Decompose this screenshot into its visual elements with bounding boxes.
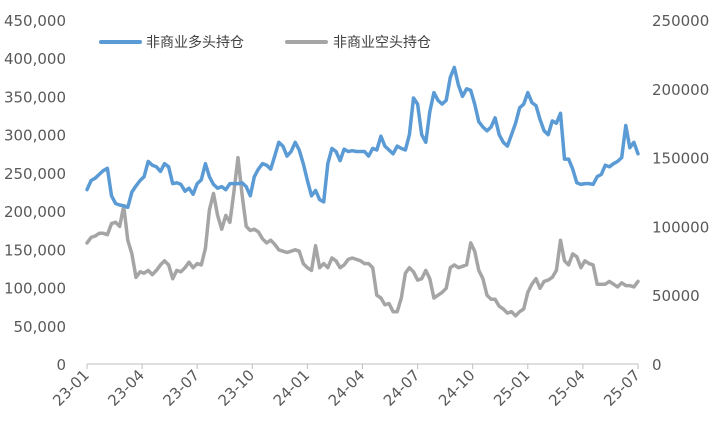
series-layer <box>85 65 640 318</box>
x-tick-label: 24-04 <box>325 366 369 410</box>
y-axis-left-ticks: 0 50,000 100,000 150,000 200,000 250,000 300,0… <box>4 12 66 374</box>
y-right-tick-label: 0 <box>652 356 662 374</box>
y-left-tick-label: 200,000 <box>4 203 66 221</box>
y-left-tick-label: 0 <box>56 356 66 374</box>
x-tick-label: 24-10 <box>435 366 479 410</box>
y-left-tick-label: 100,000 <box>4 280 66 298</box>
series-line-long <box>85 65 640 210</box>
y-left-tick-label: 250,000 <box>4 165 66 183</box>
y-left-tick-label: 450,000 <box>4 12 66 30</box>
legend-label-long: 非商业多头持仓 <box>146 34 244 51</box>
y-left-tick-label: 300,000 <box>4 127 66 145</box>
legend-label-short: 非商业空头持仓 <box>333 35 431 51</box>
y-left-tick-label: 400,000 <box>4 50 66 68</box>
y-right-tick-label: 200000 <box>652 81 709 99</box>
y-left-tick-label: 50,000 <box>14 318 67 336</box>
x-tick-label: 24-01 <box>270 366 314 410</box>
x-tick-label: 25-01 <box>490 366 534 410</box>
y-right-tick-label: 250000 <box>652 12 709 30</box>
y-left-tick-label: 150,000 <box>4 241 66 259</box>
y-axis-right-ticks: 0 50000 100000 150000 200000 250000 <box>652 12 709 374</box>
series-line-short <box>85 155 640 318</box>
x-tick-label: 24-07 <box>380 366 424 410</box>
y-left-tick-label: 350,000 <box>4 88 66 106</box>
x-tick-label: 25-04 <box>545 366 589 410</box>
x-axis-ticks: 23-01 23-04 23-07 23-10 24-01 24-04 24-07 24-10… <box>49 364 644 410</box>
x-tick-label: 23-04 <box>104 366 148 410</box>
x-tick-label: 23-07 <box>159 366 203 410</box>
y-right-tick-label: 50000 <box>652 287 700 305</box>
x-tick-label: 23-10 <box>215 366 259 410</box>
x-tick-label: 25-07 <box>600 366 644 410</box>
legend: 非商业多头持仓 非商业空头持仓 <box>99 34 431 51</box>
y-right-tick-label: 100000 <box>652 218 709 236</box>
y-right-tick-label: 150000 <box>652 150 709 168</box>
